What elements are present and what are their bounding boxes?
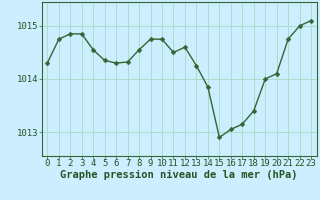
X-axis label: Graphe pression niveau de la mer (hPa): Graphe pression niveau de la mer (hPa) bbox=[60, 170, 298, 180]
